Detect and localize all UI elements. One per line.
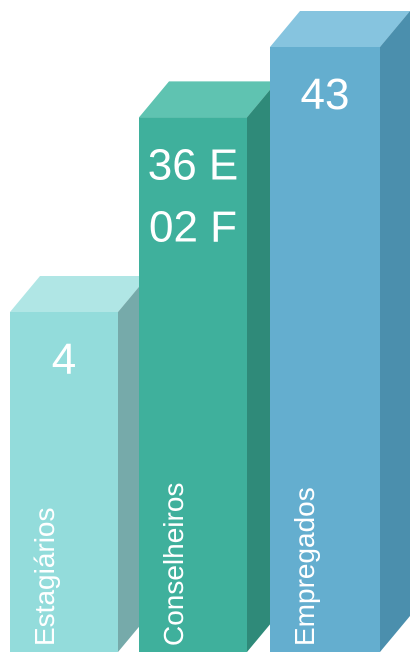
bar-2-category-label: Conselheiros (158, 483, 189, 646)
bar-2-value-label: 36 E (148, 140, 239, 189)
bar-2-front (139, 117, 247, 653)
bar-3-front (270, 47, 380, 652)
bar-2-side (247, 81, 277, 653)
bar-3-value-label: 43 (301, 70, 350, 119)
bar-3-side (380, 11, 410, 652)
bar-3-category-label: Empregados (289, 487, 320, 646)
bar-1-value-label: 4 (52, 335, 76, 384)
bar-1-front (10, 312, 118, 652)
bar-2-value-label: 02 F (149, 202, 237, 251)
bar-1-category-label: Estagiários (29, 507, 60, 646)
bar-3-top (270, 11, 410, 47)
bar-1-top (10, 276, 148, 312)
bar-2-top (139, 81, 277, 118)
